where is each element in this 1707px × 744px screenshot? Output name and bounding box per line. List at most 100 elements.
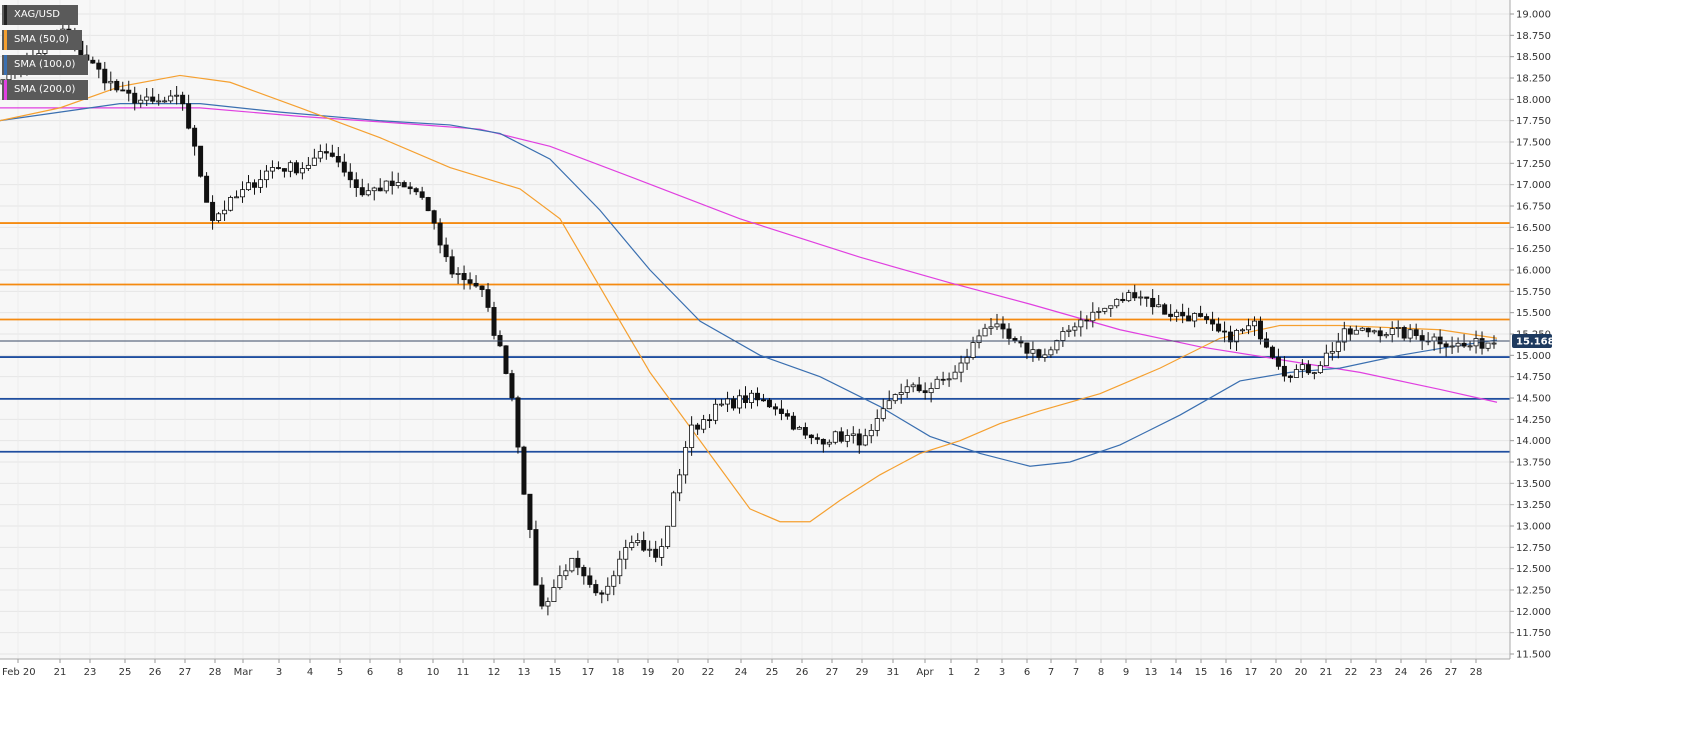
candle-body-down [838,431,844,442]
candle [210,195,216,230]
candle [856,428,862,454]
candle-body-up [311,157,317,166]
y-tick-label: 15.750 [1516,287,1551,298]
legend-sma-200[interactable]: SMA (200,0) [2,80,88,100]
legend-instrument[interactable]: XAG/USD [2,5,78,25]
candle [1449,336,1455,354]
candle-body-up [371,187,377,192]
candle [545,597,551,616]
candle [838,427,844,444]
x-tick-label: 21 [1320,667,1333,678]
x-tick-label: 24 [1395,667,1408,678]
candle [461,265,467,290]
candle [784,409,790,420]
x-tick-label: 17 [582,667,595,678]
candle [593,579,599,596]
candle [557,565,563,590]
candle-body-up [1066,329,1072,332]
price-tag-label: 15.168 [1516,336,1555,347]
candle [347,163,353,188]
candle-body-down [1210,319,1216,325]
candle-body-up [952,371,958,380]
candle-body-down [922,390,928,394]
candle [281,168,287,178]
candle [1048,346,1054,358]
candle-body-up [683,447,689,476]
candle [725,391,731,412]
candle [491,301,497,340]
candle [1222,321,1228,343]
price-tag-background [1512,333,1552,348]
candle [192,125,198,156]
candle-body-down [653,548,659,558]
candle-body-up [1467,345,1473,348]
candle [641,531,647,552]
candle [1180,303,1186,324]
candle-body-up [970,342,976,358]
candle-body-down [1305,364,1311,374]
candle [425,196,431,212]
candle-body-up [1455,342,1461,347]
candle-body-down [754,392,760,401]
y-tick-label: 12.000 [1516,607,1551,618]
candle [1269,345,1275,360]
candle [1347,325,1353,342]
candle [407,182,413,195]
x-tick-label: 3 [276,667,282,678]
candle-body-up [228,197,234,211]
candle-body-up [1335,341,1341,352]
candle [377,178,383,192]
candle [677,468,683,502]
candle [1204,313,1210,324]
candle-body-down [443,244,449,258]
candle-body-down [503,345,509,374]
x-tick-label: 29 [856,667,869,678]
candle-body-down [425,197,431,212]
candle [443,237,449,262]
candle [832,430,838,445]
candle [647,540,653,557]
candle-body-up [305,164,311,169]
legend-sma-50[interactable]: SMA (50,0) [2,30,82,50]
candle-body-down [533,529,539,586]
candle [605,577,611,602]
x-tick-label: Mar [234,667,254,678]
candle-body-up [1491,342,1497,345]
candle-body-down [180,94,186,105]
candle-body-up [976,335,982,343]
candle [186,94,192,130]
y-tick-label: 18.000 [1516,95,1551,106]
candle [323,143,329,160]
x-tick-label: Apr [916,667,934,678]
candle-body-up [1048,349,1054,356]
candle [623,539,629,570]
candle [850,426,856,444]
candle-body-up [1234,330,1240,343]
candle [1240,328,1246,334]
candle [521,445,527,495]
candle-body-up [1102,307,1108,312]
candle [311,148,317,166]
candle-body-down [1228,331,1234,343]
candle-body-down [1132,292,1138,299]
candle [287,160,293,178]
candle-body-down [491,307,497,336]
x-tick-label: 2 [974,667,980,678]
candle [1341,321,1347,351]
candle [1078,310,1084,337]
candle-body-up [689,424,695,448]
candle-body-down [90,59,96,64]
y-tick-label: 17.000 [1516,180,1551,191]
candle [575,550,581,576]
candle [1413,323,1419,340]
candle-body-down [1275,356,1281,367]
candle [1263,332,1269,349]
candle-body-down [1120,298,1126,302]
candle [1359,326,1365,332]
legend-sma-100[interactable]: SMA (100,0) [2,55,88,75]
candle-body-down [431,210,437,224]
candle-body-down [1287,375,1293,378]
x-tick-label: 28 [1470,667,1483,678]
grid [0,0,1510,659]
